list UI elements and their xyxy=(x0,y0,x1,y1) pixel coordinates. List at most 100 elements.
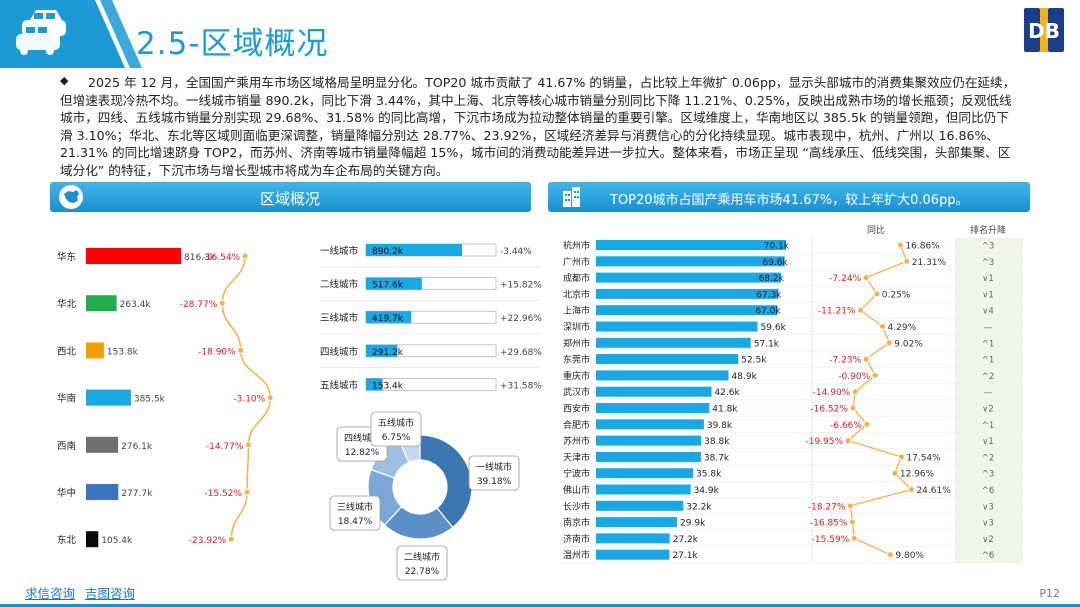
pie-slice xyxy=(419,434,473,529)
city-yoy-point xyxy=(848,518,856,526)
pie-label-name: 二线城市 xyxy=(404,551,440,563)
rank-change-label: — xyxy=(984,323,993,333)
region-label: 华南 xyxy=(57,393,76,405)
city-label: 成都市 xyxy=(563,272,590,284)
rank-change-label: ∨2 xyxy=(982,405,994,415)
region-value-label: 276.1k xyxy=(121,442,153,452)
region-yoy-point xyxy=(218,299,226,307)
footer-link-1[interactable]: 吉图咨询 xyxy=(85,586,136,601)
region-yoy-label: -28.77% xyxy=(180,300,218,310)
city-yoy-line xyxy=(846,244,913,556)
city-bar xyxy=(596,321,758,332)
city-yoy-label: -11.21% xyxy=(818,307,856,317)
city-yoy-label: -16.52% xyxy=(810,405,848,415)
tier-bar xyxy=(366,277,422,290)
city-yoy-point xyxy=(849,404,857,412)
pie-label-value: 6.75% xyxy=(382,433,411,443)
city-yoy-point xyxy=(886,551,894,559)
rank-change-label: ∨1 xyxy=(982,274,994,284)
footer-link-0[interactable]: 求信咨询 xyxy=(25,586,76,601)
city-label: 东莞市 xyxy=(563,354,590,366)
city-yoy-point xyxy=(907,486,915,493)
region-value-label: 385.5k xyxy=(134,395,166,405)
city-panel-title: TOP20城市占国产乘用车市场41.67%，较上年扩大0.06pp。 xyxy=(610,193,969,208)
city-value-label: 70.1k xyxy=(764,242,790,252)
region-label: 西南 xyxy=(57,440,76,452)
region-yoy-point xyxy=(237,346,245,354)
city-yoy-point xyxy=(903,257,911,265)
city-value-label: 48.9k xyxy=(732,372,758,382)
region-yoy-point xyxy=(241,252,249,260)
rank-change-label: — xyxy=(984,388,993,398)
tier-value-label: 517.6k xyxy=(372,281,404,291)
city-yoy-label: -19.95% xyxy=(805,437,843,447)
city-yoy-label: 21.31% xyxy=(912,258,947,268)
city-value-label: 27.2k xyxy=(673,535,699,545)
region-panel-header: 区域概况 xyxy=(50,182,531,212)
city-bar xyxy=(596,468,694,479)
tier-label: 一线城市 xyxy=(320,245,359,257)
city-yoy-point xyxy=(871,371,879,379)
header: DB xyxy=(0,0,1080,68)
rank-change-label: ^2 xyxy=(982,372,995,382)
pie-label-name: 三线城市 xyxy=(337,501,373,513)
rank-header: 排名升降 xyxy=(970,224,1006,236)
city-bar xyxy=(596,435,702,446)
yoy-header: 同比 xyxy=(867,224,885,236)
summary-text: 2025 年 12 月，全国国产乘用车市场区域格局呈明显分化。TOP20 城市贡… xyxy=(60,75,1016,178)
tier-bar xyxy=(366,311,412,324)
city-value-label: 34.9k xyxy=(694,486,720,496)
city-yoy-point xyxy=(863,420,871,428)
city-yoy-label: 17.54% xyxy=(906,453,941,463)
city-yoy-label: -0.90% xyxy=(838,372,870,382)
region-value-label: 153.8k xyxy=(107,347,139,357)
city-yoy-label: -16.85% xyxy=(810,519,848,529)
rank-change-label: ^6 xyxy=(982,486,995,496)
city-label: 南京市 xyxy=(563,517,590,529)
city-bar xyxy=(596,240,786,250)
brand-logo: DB xyxy=(1024,8,1064,52)
tier-yoy-label: +15.82% xyxy=(500,281,542,291)
city-value-label: 69.6k xyxy=(762,258,788,268)
city-value-label: 32.2k xyxy=(686,502,712,512)
rank-change-label: ^1 xyxy=(982,339,995,349)
city-yoy-point xyxy=(862,274,870,282)
city-yoy-label: -14.90% xyxy=(813,388,851,398)
city-value-label: 38.8k xyxy=(704,437,730,447)
footer-links: 求信咨询 吉图咨询 xyxy=(25,583,141,602)
header-graphic: DB xyxy=(0,0,1064,68)
city-label: 武汉市 xyxy=(563,386,590,398)
city-yoy-label: -7.24% xyxy=(829,274,861,284)
pie-label-box xyxy=(468,455,520,491)
rank-change-label: ∨4 xyxy=(982,307,994,317)
tier-value-label: 890.2k xyxy=(372,247,404,257)
pie-label-value: 12.82% xyxy=(345,448,380,458)
city-value-label: 57.1k xyxy=(754,339,780,349)
tier-label: 四线城市 xyxy=(320,346,359,358)
region-label: 东北 xyxy=(57,534,77,546)
city-bar xyxy=(596,533,670,544)
region-bar xyxy=(86,484,119,500)
tier-yoy-label: +22.96% xyxy=(500,314,542,324)
bottom-accent-line xyxy=(0,604,1080,607)
city-bar xyxy=(596,549,670,560)
region-value-label: 816.3k xyxy=(184,253,216,263)
city-yoy-label: -18.27% xyxy=(808,502,846,512)
region-label: 西北 xyxy=(57,346,77,357)
city-yoy-label: 9.80% xyxy=(895,551,924,561)
city-value-label: 29.9k xyxy=(680,519,706,529)
rank-change-label: ∨1 xyxy=(982,290,994,300)
tier-label: 三线城市 xyxy=(320,312,359,324)
tier-value-label: 419.7k xyxy=(372,314,404,324)
city-yoy-point xyxy=(891,469,899,477)
region-bar xyxy=(86,342,104,359)
region-yoy-point xyxy=(243,488,251,496)
tier-yoy-label: -3.44% xyxy=(500,247,532,257)
page-number: P12 xyxy=(1039,587,1060,600)
city-label: 长沙市 xyxy=(563,500,590,512)
pie-label-name: 五线城市 xyxy=(378,417,414,429)
city-bar xyxy=(596,517,678,528)
tier-bar xyxy=(366,378,383,391)
rank-change-label: ^3 xyxy=(982,470,995,480)
city-bar xyxy=(596,354,739,365)
